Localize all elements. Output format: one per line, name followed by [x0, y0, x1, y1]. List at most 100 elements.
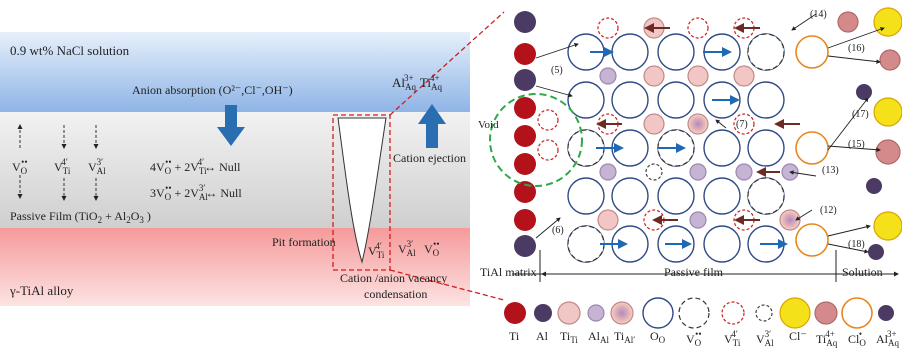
legend-label-cl-o: ClO•: [848, 329, 866, 348]
legend-ti-ti-glyph: [557, 301, 581, 325]
step-17: (17): [852, 109, 869, 120]
lattice-panel: [514, 7, 902, 263]
legend-v-al-glyph: [755, 304, 773, 322]
al-aqueous-ion: [866, 178, 882, 194]
legend-cl-o-glyph: [841, 297, 873, 329]
ion-release-arrow: [827, 224, 871, 237]
void-label: Void: [478, 119, 499, 131]
solution-band: [0, 32, 470, 112]
chloride-ion: [873, 211, 902, 241]
solution-label: 0.9 wt% NaCl solution: [10, 43, 130, 58]
legend-label-ti-ti: TiTi: [560, 329, 578, 345]
oxygen-site: [703, 177, 741, 215]
legend-label-ti-aq: TiAq4+: [816, 329, 838, 348]
vacancy-migration-arrows: [17, 124, 99, 201]
oxygen-site: [611, 33, 649, 71]
ions-top-label: AlAq3+ TiAq4+: [392, 73, 442, 92]
vacancy-o-pit: VO••: [424, 239, 440, 258]
legend-label-al: Al: [536, 329, 548, 343]
legend-label-v-al: VAl3′: [756, 329, 774, 348]
anion-absorption-arrow: [217, 105, 245, 146]
cl-on-oxygen-site: [795, 131, 829, 165]
ion-release-arrow: [827, 145, 881, 152]
reaction-arrow: [535, 217, 561, 239]
anion-absorption-label: Anion absorption (O²⁻,Cl⁻,OH⁻): [132, 83, 293, 97]
legend-label-al-al: AlAl: [588, 329, 609, 345]
legend-label-o-o: OO: [650, 329, 666, 345]
reaction-arrow: [791, 13, 817, 31]
ti-on-al-site: [779, 209, 801, 231]
legend-ti-glyph: [504, 302, 526, 324]
void-region: [489, 93, 583, 187]
ti-on-ti-site: [643, 113, 665, 135]
matrix-atom-ti: [514, 43, 536, 65]
vacancy-ti-left: VTi4′: [54, 157, 71, 176]
step-13: (13): [822, 165, 839, 176]
al-on-al-site: [599, 163, 617, 181]
legend-o-o-glyph: [642, 297, 674, 329]
step-7: (7): [736, 119, 748, 130]
zoom-line-bottom: [389, 269, 505, 301]
matrix-atom-ti: [514, 209, 536, 231]
legend-v-o-glyph: [678, 297, 710, 329]
ti-on-ti-site: [687, 65, 709, 87]
condensation-label-1: Cation /anion vacancy: [340, 271, 448, 285]
vacancy-ti-pit: VTi4′: [368, 241, 385, 260]
step-18: (18): [848, 239, 865, 250]
matrix-atom-al: [514, 235, 536, 257]
al-on-al-site: [689, 163, 707, 181]
cation-ejection-arrow: [418, 104, 446, 148]
cl-on-oxygen-site: [795, 35, 829, 69]
ti-vacancy: [597, 17, 619, 39]
matrix-atom-ti: [514, 125, 536, 147]
oxygen-site: [657, 33, 695, 71]
oxygen-site: [567, 81, 605, 119]
matrix-atom-al: [514, 11, 536, 33]
oxygen-site: [567, 177, 605, 215]
ti-on-ti-site: [643, 65, 665, 87]
region-label-passive-film: Passive film: [664, 265, 723, 279]
passive-film-label: Passive Film (TiO2 + Al2O3 ): [10, 209, 151, 225]
void-ti-vacancy: [537, 109, 559, 131]
matrix-atom-ti: [514, 97, 536, 119]
reaction-arrow: [789, 170, 817, 177]
alloy-label: γ-TiAl alloy: [10, 283, 74, 298]
matrix-atom-ti: [514, 153, 536, 175]
ti-vacancy: [687, 17, 709, 39]
reaction-arrow: [715, 119, 727, 129]
chloride-ion: [873, 7, 902, 37]
legend-label-ti-al: TiAl′: [614, 329, 636, 345]
cl-on-oxygen-site: [795, 223, 829, 257]
oxygen-vacancy: [747, 177, 785, 215]
legend-cl-glyph: [779, 297, 811, 329]
alloy-band: [0, 228, 470, 306]
ion-release-arrow: [827, 27, 885, 49]
legend-al-aq-glyph: [878, 305, 894, 321]
ion-release-arrow: [827, 97, 869, 151]
oxygen-site: [747, 81, 785, 119]
oxygen-site: [703, 129, 741, 167]
legend-label-cl: Cl⁻: [789, 329, 807, 343]
region-label-tial-matrix: TiAl matrix: [480, 265, 537, 279]
ion-release-arrow: [827, 55, 881, 64]
ti-aqueous-ion: [879, 49, 901, 71]
legend-al-al-glyph: [587, 304, 605, 322]
legend-v-ti-glyph: [721, 301, 745, 325]
ti-on-ti-site: [733, 65, 755, 87]
region-separators: [512, 250, 899, 282]
ti-on-al-site: [687, 113, 709, 135]
legend-label-v-o: VO••: [686, 329, 702, 348]
void-ti-vacancy: [537, 139, 559, 161]
legend-label-al-aq: AlAq3+: [876, 329, 899, 348]
oxygen-site: [611, 81, 649, 119]
vacancy-al-left: VAl3′: [88, 157, 106, 176]
ti-aqueous-ion: [875, 139, 901, 165]
step-6: (6): [552, 225, 564, 236]
pit-shape: [337, 117, 387, 264]
al-vacancy: [645, 163, 663, 181]
al-on-al-site: [735, 163, 753, 181]
ti-on-ti-site: [597, 209, 619, 231]
step-14: (14): [810, 9, 827, 20]
legend-al-glyph: [534, 304, 552, 322]
